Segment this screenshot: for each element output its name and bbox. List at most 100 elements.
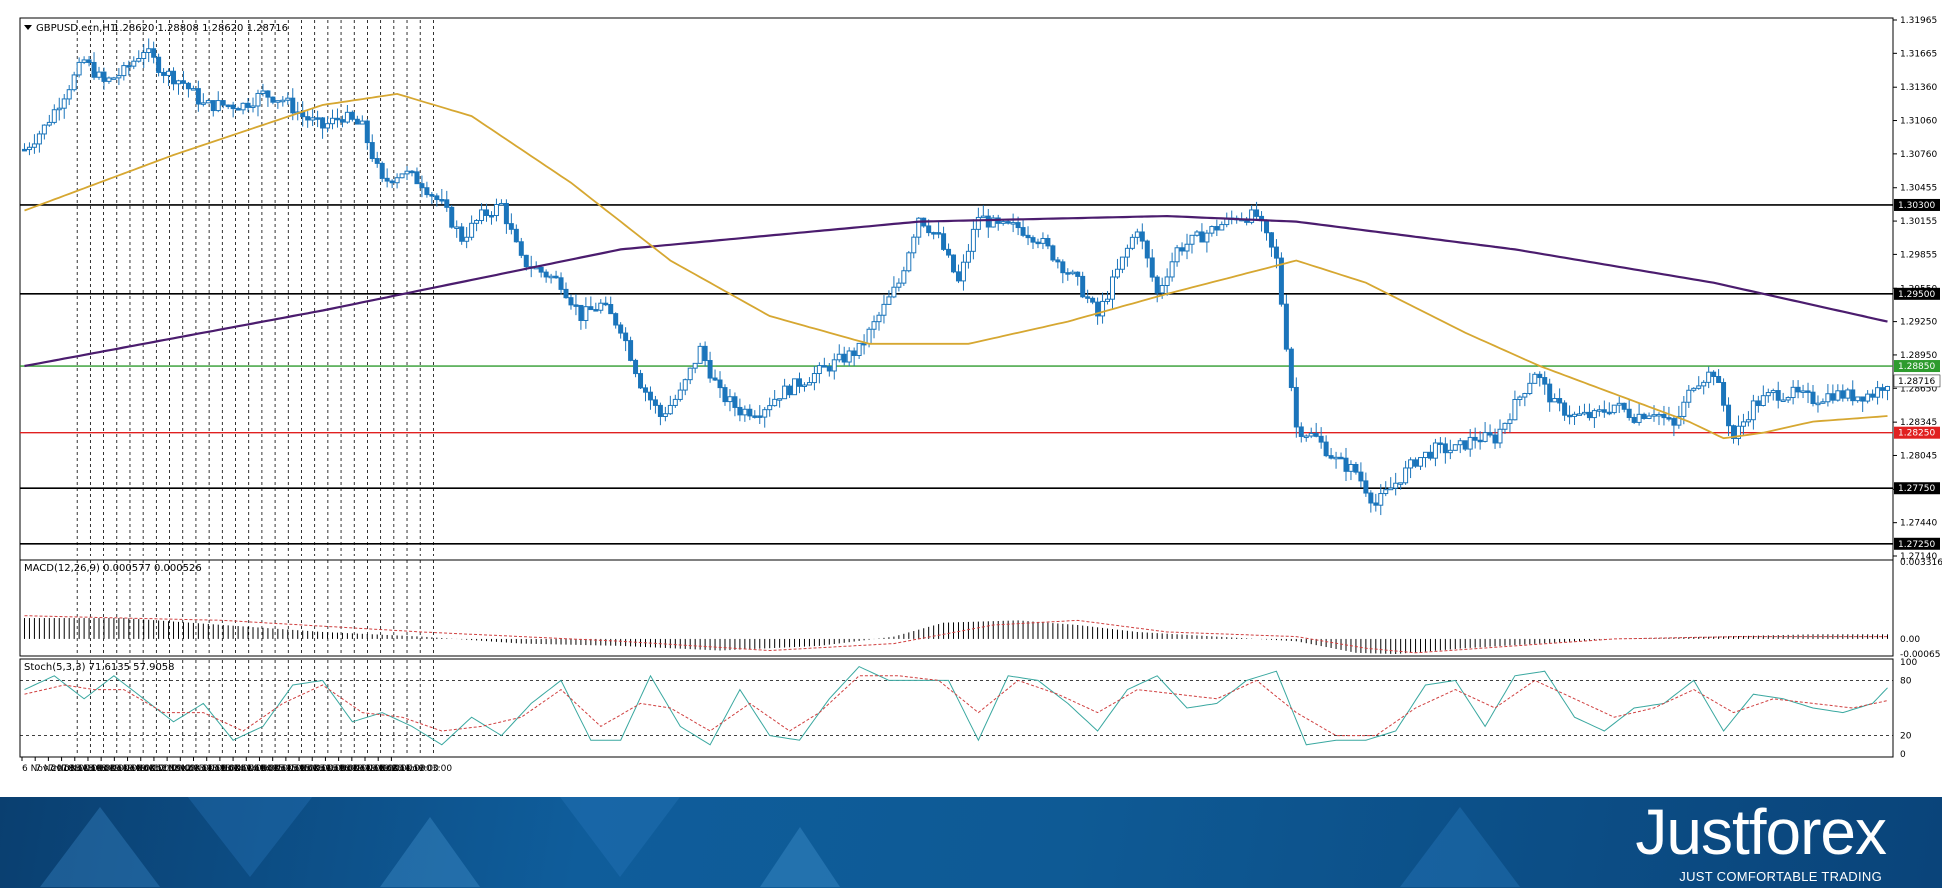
candle-body (588, 306, 594, 311)
candle-body (826, 366, 832, 372)
candle-body (1820, 401, 1826, 404)
candle-body (1070, 271, 1076, 275)
candle-body (1835, 390, 1841, 401)
candle-body (667, 404, 673, 415)
fast-moving-average-line (24, 92, 1888, 440)
time-tick-label: 12 Nov 03:00 (154, 764, 215, 774)
slow-moving-average-line (24, 214, 1888, 368)
candle-body (1805, 390, 1811, 393)
candle-body (1775, 390, 1781, 401)
level-tag-label: 1.28850 (1898, 362, 1935, 372)
candle-body (1383, 489, 1389, 495)
candle-body (1721, 381, 1727, 406)
candle-body (305, 116, 311, 121)
candle-body (638, 373, 644, 389)
candle-body (578, 304, 584, 321)
candle-body (91, 61, 97, 78)
decor-shape (1400, 807, 1520, 887)
candle-body (1348, 463, 1354, 472)
candle-body (1159, 284, 1165, 294)
candle-body (190, 88, 196, 91)
candle-body (881, 303, 887, 316)
candle-body (1651, 414, 1657, 417)
macd-tick-label: 0.003316 (1900, 558, 1942, 568)
candle-body (449, 206, 455, 228)
candle-body (265, 90, 271, 98)
time-tick-label: 9 Nov 11:00 (128, 764, 183, 774)
candle-body (1000, 221, 1006, 224)
candle-body (1646, 415, 1652, 419)
time-tick-label: 13 Nov 03:00 (194, 764, 255, 774)
candle-body (111, 77, 117, 80)
candle-body (235, 108, 241, 111)
candle-body (195, 88, 201, 105)
candle-body (1050, 245, 1056, 261)
price-tick-label: 1.31965 (1900, 16, 1937, 26)
level-tag (1893, 374, 1941, 388)
candle-body (146, 48, 152, 53)
candle-body (946, 248, 952, 256)
candle-body (647, 391, 653, 401)
price-tick-label: 1.30455 (1900, 184, 1937, 194)
candle-body (672, 398, 678, 406)
candle-body (1010, 222, 1016, 225)
candle-body (508, 223, 514, 230)
candle-body (851, 350, 857, 356)
time-tick-label: 9 Nov 19:00 (141, 764, 196, 774)
candle-body (96, 71, 102, 78)
candle-body (330, 117, 336, 125)
candle-body (652, 399, 658, 406)
candle-body (1075, 271, 1081, 277)
candle-body (811, 373, 817, 384)
candle-body (742, 408, 748, 416)
macd-tick-label: 0.00 (1900, 635, 1920, 645)
candle-body (364, 120, 370, 144)
candle-body (1358, 471, 1364, 482)
brand-banner: Justforex JUST COMFORTABLE TRADING (0, 797, 1942, 888)
stoch-main-line (24, 665, 1888, 746)
candle-body (1745, 419, 1751, 423)
candle-body (1880, 387, 1886, 391)
decor-shape (380, 817, 480, 887)
candle-body (787, 385, 793, 396)
candle-body (1403, 467, 1409, 484)
candle-body (1005, 221, 1011, 224)
candle-body (469, 222, 475, 238)
candle-body (856, 342, 862, 356)
candle-body (518, 241, 524, 256)
time-grid (76, 20, 434, 756)
time-tick-label: 7 Nov 03:00 (35, 764, 90, 774)
candle-body (225, 104, 231, 108)
stoch-label: Stoch(5,3,3) 71.6135 57.9058 (24, 662, 175, 673)
candle-body (846, 350, 852, 363)
candle-body (1338, 456, 1344, 460)
stoch-tick-label: 100 (1900, 658, 1917, 668)
candle-body (275, 100, 281, 103)
candle-body (1105, 298, 1111, 302)
candle-body (1576, 413, 1582, 416)
price-panel (19, 17, 1894, 561)
candle-body (1492, 434, 1498, 444)
time-tick-label: 15 Nov 19:00 (299, 764, 360, 774)
dropdown-triangle-icon[interactable] (24, 25, 32, 30)
candle-body (1785, 397, 1791, 401)
candle-body (1268, 232, 1274, 248)
candle-body (1214, 226, 1220, 231)
candle-body (1581, 411, 1587, 415)
candle-body (1109, 276, 1115, 300)
candle-body (1691, 387, 1697, 391)
candle-body (568, 297, 574, 306)
candle-body (409, 170, 415, 174)
candle-body (1164, 276, 1170, 286)
candle-body (821, 365, 827, 368)
candle-body (886, 296, 892, 305)
candle-body (131, 60, 137, 67)
candle-body (1134, 231, 1140, 238)
time-tick-label: 15 Nov 11:00 (286, 764, 347, 774)
candle-body (941, 233, 947, 250)
candle-body (200, 102, 206, 105)
candle-body (980, 215, 986, 219)
candle-body (454, 226, 460, 229)
candle-body (677, 389, 683, 400)
candle-body (613, 313, 619, 326)
